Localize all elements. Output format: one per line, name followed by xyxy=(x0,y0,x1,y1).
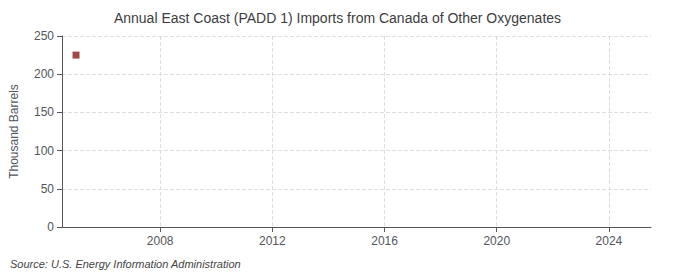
svg-text:2016: 2016 xyxy=(371,234,398,248)
svg-text:0: 0 xyxy=(47,220,54,234)
svg-text:100: 100 xyxy=(34,144,54,158)
svg-text:Thousand Barrels: Thousand Barrels xyxy=(7,84,21,179)
svg-text:2012: 2012 xyxy=(259,234,286,248)
svg-text:Source: U.S. Energy Informatio: Source: U.S. Energy Information Administ… xyxy=(10,258,241,270)
svg-text:2008: 2008 xyxy=(147,234,174,248)
svg-text:250: 250 xyxy=(34,29,54,43)
svg-text:150: 150 xyxy=(34,105,54,119)
svg-text:2024: 2024 xyxy=(596,234,623,248)
svg-text:50: 50 xyxy=(41,182,55,196)
svg-text:Annual East Coast (PADD 1) Imp: Annual East Coast (PADD 1) Imports from … xyxy=(114,10,561,26)
svg-text:2020: 2020 xyxy=(483,234,510,248)
svg-text:200: 200 xyxy=(34,67,54,81)
